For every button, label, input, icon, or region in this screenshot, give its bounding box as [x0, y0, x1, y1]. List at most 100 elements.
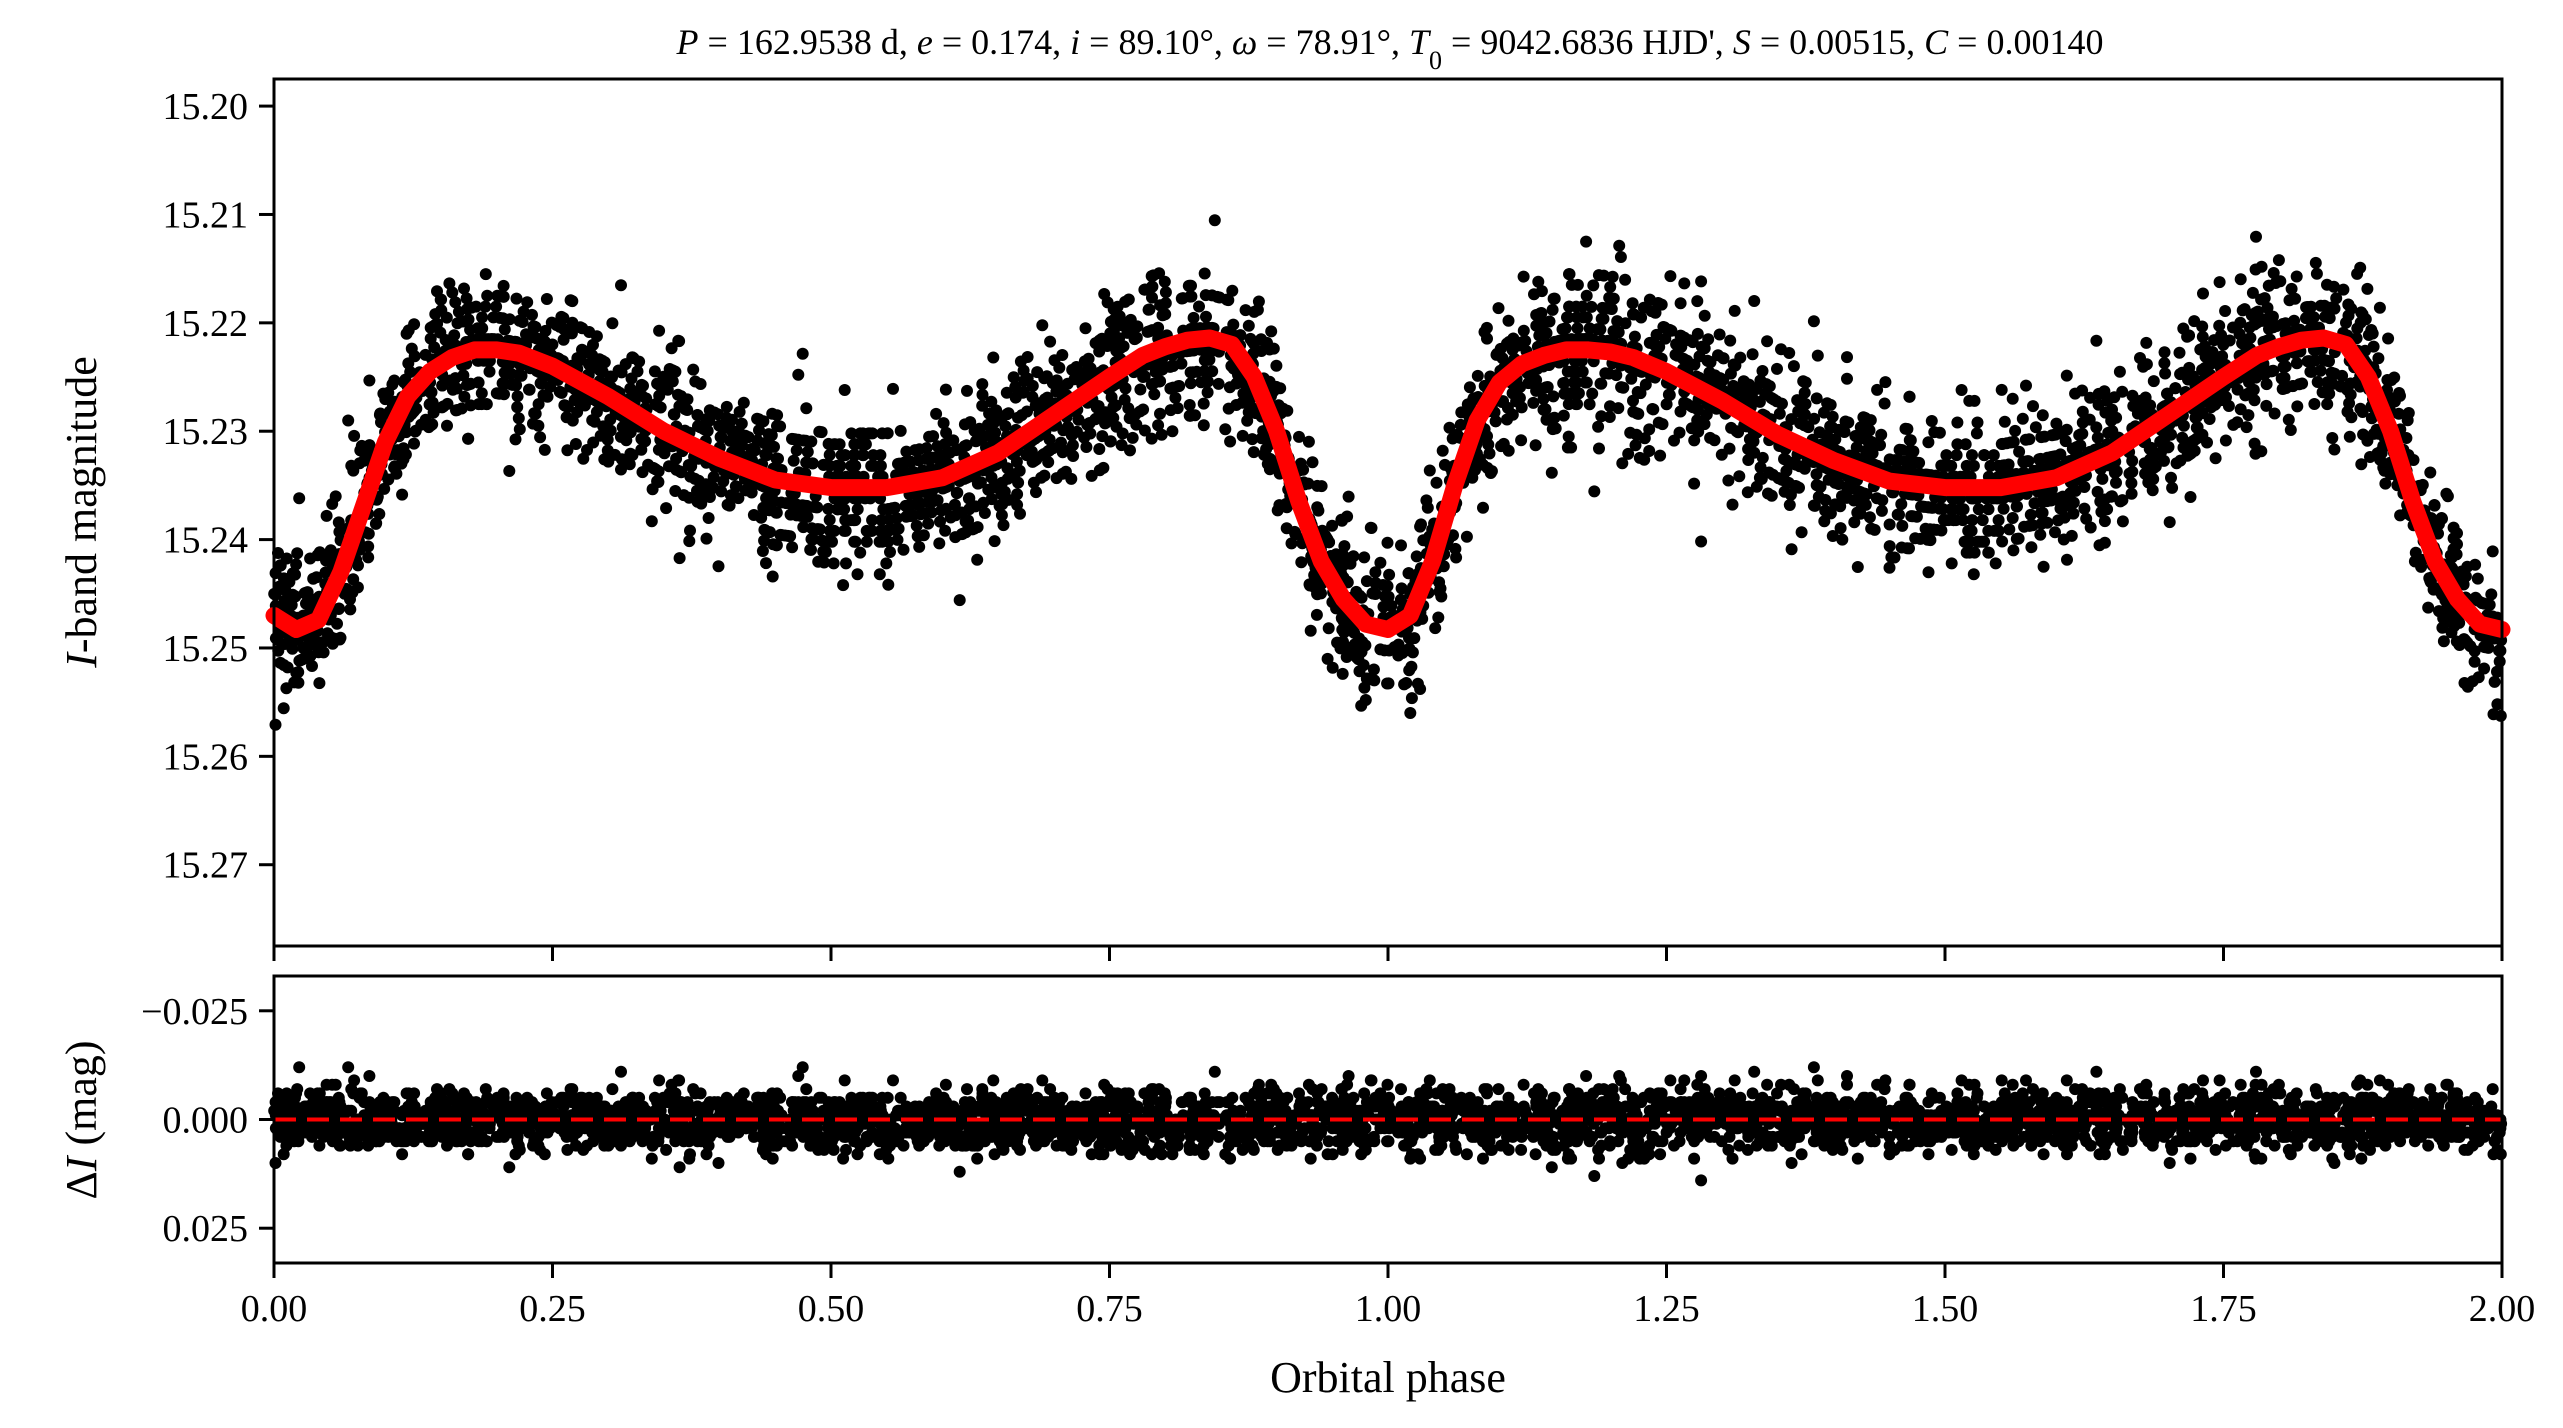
data-point: [1239, 304, 1252, 317]
data-point: [1628, 330, 1641, 343]
data-point: [2258, 292, 2271, 305]
data-point: [940, 426, 953, 439]
data-point: [281, 661, 294, 674]
data-point: [460, 292, 473, 305]
data-point: [646, 483, 659, 496]
data-point: [1189, 409, 1201, 422]
data-point: [2428, 499, 2441, 511]
data-point: [1826, 421, 1839, 434]
data-point: [877, 503, 890, 516]
data-point: [865, 524, 877, 537]
data-point: [2144, 453, 2156, 466]
data-point: [2018, 455, 2031, 468]
data-point: [2270, 320, 2283, 332]
data-point: [1337, 635, 1349, 648]
data-point: [1101, 340, 1114, 352]
data-point: [2382, 332, 2395, 345]
data-point: [1208, 214, 1221, 227]
data-point: [2057, 533, 2070, 546]
data-point: [2424, 466, 2437, 479]
data-point: [961, 384, 973, 397]
data-point: [760, 492, 773, 505]
data-point: [2190, 421, 2203, 434]
data-point: [883, 513, 896, 526]
data-point: [512, 412, 525, 425]
data-point: [2356, 308, 2369, 321]
data-point: [691, 409, 704, 422]
data-point: [1197, 419, 1210, 432]
data-point: [370, 517, 383, 530]
data-point: [1184, 377, 1197, 390]
data-point: [721, 498, 734, 511]
residual-point: [1515, 1143, 1528, 1156]
data-point: [2125, 487, 2138, 500]
data-point: [511, 390, 524, 403]
data-point: [561, 444, 574, 457]
data-point: [1960, 459, 1973, 472]
data-point: [2024, 508, 2037, 521]
data-point: [787, 454, 800, 467]
data-point: [2375, 447, 2388, 459]
data-point: [760, 557, 772, 570]
data-point: [2234, 316, 2247, 329]
data-point: [2076, 405, 2089, 418]
data-point: [510, 292, 523, 305]
data-point: [320, 554, 332, 567]
data-point: [2335, 380, 2348, 393]
data-point: [1122, 293, 1135, 306]
data-point: [668, 365, 681, 378]
data-point: [2250, 230, 2262, 243]
data-point: [1662, 388, 1675, 401]
data-point: [1848, 516, 1861, 529]
data-point: [2325, 366, 2338, 379]
data-point: [546, 338, 559, 351]
data-point: [1885, 551, 1898, 564]
data-point: [2134, 352, 2146, 364]
data-point: [1501, 401, 1514, 414]
data-point: [527, 320, 540, 333]
data-point: [2364, 451, 2376, 463]
data-point: [362, 551, 375, 564]
data-point: [753, 424, 765, 437]
data-point: [1668, 434, 1680, 447]
data-point: [1481, 461, 1494, 474]
data-point: [930, 407, 943, 420]
data-point: [624, 447, 637, 460]
data-point: [2098, 385, 2111, 398]
data-point: [1061, 421, 1074, 434]
data-point: [521, 296, 534, 309]
data-point: [1903, 390, 1916, 403]
data-point: [2356, 406, 2369, 418]
data-point: [660, 502, 673, 515]
data-point: [352, 559, 364, 572]
data-point: [1557, 377, 1570, 390]
data-point: [601, 433, 614, 446]
data-point: [483, 365, 496, 378]
data-point: [286, 567, 299, 580]
data-point: [405, 342, 418, 355]
data-point: [845, 427, 858, 440]
residual-point: [2486, 1083, 2499, 1096]
data-point: [1044, 335, 1057, 348]
data-point: [1989, 557, 2002, 570]
data-point: [1595, 377, 1608, 390]
data-point: [708, 406, 721, 419]
data-point: [1050, 385, 1063, 398]
data-point: [564, 294, 577, 307]
data-point: [2234, 403, 2247, 416]
residual-point: [673, 1161, 686, 1174]
data-point: [2196, 407, 2209, 420]
data-point: [597, 420, 610, 433]
data-point: [2267, 364, 2280, 377]
data-point: [329, 490, 342, 503]
data-point: [1166, 425, 1179, 438]
data-point: [2272, 254, 2285, 267]
data-point: [1463, 381, 1476, 394]
data-point: [2468, 655, 2481, 668]
data-point: [2284, 424, 2297, 436]
y-tick-label: 15.23: [163, 411, 249, 453]
data-point: [1612, 402, 1625, 415]
data-point: [2400, 432, 2413, 444]
data-point: [1029, 399, 1042, 412]
data-point: [1818, 406, 1830, 419]
